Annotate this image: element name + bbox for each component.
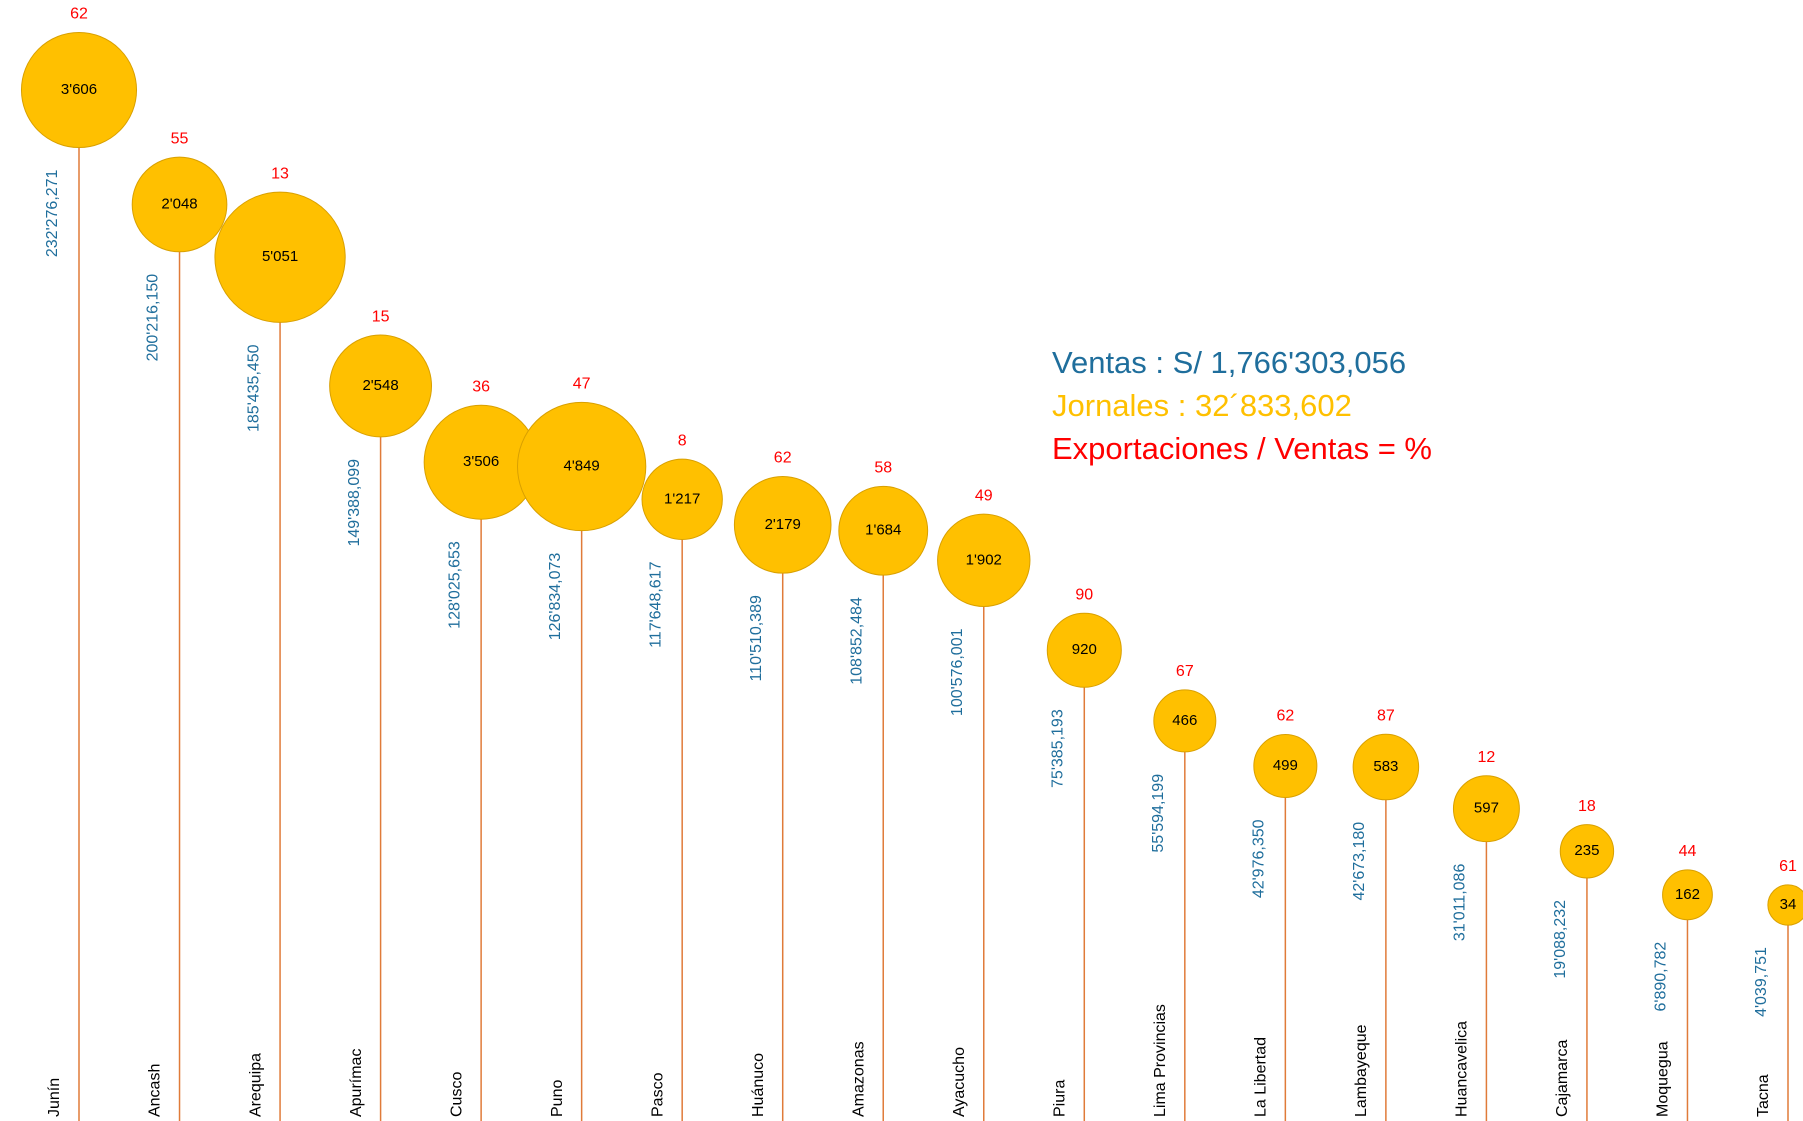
value-label: 19'088,232 xyxy=(1552,900,1569,979)
percent-label: 15 xyxy=(372,308,390,325)
bubble-label: 1'684 xyxy=(865,522,901,539)
value-label: 42'976,350 xyxy=(1251,819,1268,898)
bubble xyxy=(20,31,138,149)
percent-label: 18 xyxy=(1578,798,1596,815)
bubble-label: 235 xyxy=(1574,842,1599,859)
bubble xyxy=(329,334,433,438)
category-label: Amazonas xyxy=(850,1041,867,1117)
category-label: Ancash xyxy=(147,1064,164,1117)
category-label: Huancavelica xyxy=(1454,1021,1471,1117)
bubble-label: 2'548 xyxy=(362,377,398,394)
value-label: 149'388,099 xyxy=(346,459,363,547)
category-label: Lima Provincias xyxy=(1152,1004,1169,1117)
bubble-label: 1'902 xyxy=(966,551,1002,568)
bubble xyxy=(641,458,723,540)
value-label: 110'510,389 xyxy=(748,595,765,682)
bubble-label: 5'051 xyxy=(262,248,298,265)
bubble xyxy=(1662,869,1713,921)
annotation: Exportaciones / Ventas = % xyxy=(1052,431,1432,466)
bubble-label: 2'048 xyxy=(161,195,197,212)
bubble xyxy=(1452,775,1520,843)
percent-label: 13 xyxy=(271,165,289,182)
category-label: La Libertad xyxy=(1253,1037,1270,1117)
percent-label: 67 xyxy=(1176,663,1194,680)
value-label: 42'673,180 xyxy=(1351,822,1368,901)
percent-label: 58 xyxy=(874,460,892,477)
bubble-label: 597 xyxy=(1474,800,1499,817)
value-label: 126'834,073 xyxy=(547,553,564,641)
bubble-label: 920 xyxy=(1072,641,1097,658)
bubble xyxy=(1153,689,1217,753)
percent-label: 47 xyxy=(573,376,591,393)
annotation: Jornales : 32´833,602 xyxy=(1052,388,1352,423)
bubble xyxy=(838,485,929,576)
category-label: Moquegua xyxy=(1655,1041,1672,1117)
category-label: Apurímac xyxy=(348,1049,365,1117)
value-label: 100'576,001 xyxy=(949,628,966,716)
bubble-label: 4'849 xyxy=(564,457,600,474)
bubble-label: 3'606 xyxy=(61,81,97,98)
percent-label: 49 xyxy=(975,487,993,504)
value-label: 4'039,751 xyxy=(1753,947,1770,1017)
category-label: Huánuco xyxy=(750,1053,767,1117)
category-label: Cajamarca xyxy=(1554,1040,1571,1117)
bubble-label: 499 xyxy=(1273,757,1298,774)
percent-label: 62 xyxy=(70,6,88,23)
bubble-label: 162 xyxy=(1675,886,1700,903)
bubble-label: 583 xyxy=(1373,758,1398,775)
value-label: 6'890,782 xyxy=(1653,942,1670,1012)
percent-label: 12 xyxy=(1478,749,1496,766)
category-label: Lambayeque xyxy=(1353,1024,1370,1117)
category-label: Pasco xyxy=(649,1072,666,1117)
bubble-label: 466 xyxy=(1172,712,1197,729)
category-label: Piura xyxy=(1052,1080,1069,1117)
bubble-label: 34 xyxy=(1780,896,1797,913)
value-label: 108'852,484 xyxy=(848,597,865,685)
percent-label: 61 xyxy=(1779,858,1797,875)
percent-label: 55 xyxy=(171,130,189,147)
percent-label: 8 xyxy=(678,432,687,449)
value-label: 232'276,271 xyxy=(44,169,61,257)
percent-label: 62 xyxy=(774,450,792,467)
bubble xyxy=(516,401,647,532)
bubble xyxy=(937,513,1031,607)
category-label: Ayacucho xyxy=(951,1047,968,1117)
value-label: 117'648,617 xyxy=(647,561,664,648)
percent-label: 36 xyxy=(472,379,490,396)
category-label: Tacna xyxy=(1755,1074,1772,1117)
bubble xyxy=(214,191,346,323)
value-label: 75'385,193 xyxy=(1050,709,1067,788)
percent-label: 44 xyxy=(1679,843,1697,860)
bubble xyxy=(733,475,832,574)
annotation: Ventas : S/ 1,766'303,056 xyxy=(1052,345,1406,380)
percent-label: 90 xyxy=(1075,586,1093,603)
bubble xyxy=(1352,733,1420,801)
category-label: Cusco xyxy=(448,1072,465,1117)
bubble-label: 3'506 xyxy=(463,453,499,470)
percent-label: 62 xyxy=(1276,708,1294,725)
value-label: 55'594,199 xyxy=(1150,774,1167,853)
category-label: Puno xyxy=(549,1080,566,1117)
bubble xyxy=(131,156,228,253)
value-label: 200'216,150 xyxy=(145,274,162,362)
bubble xyxy=(1046,612,1122,688)
value-label: 128'025,653 xyxy=(446,541,463,629)
bubble-label: 2'179 xyxy=(765,516,801,533)
bubble xyxy=(1253,733,1318,798)
bubble xyxy=(1559,824,1615,879)
value-label: 31'011,086 xyxy=(1452,864,1469,942)
category-label: Junín xyxy=(46,1078,63,1117)
value-label: 185'435,450 xyxy=(245,344,262,432)
bubble xyxy=(1767,884,1803,926)
bubble-label: 1'217 xyxy=(664,490,700,507)
category-label: Arequipa xyxy=(247,1053,264,1117)
percent-label: 87 xyxy=(1377,708,1395,725)
